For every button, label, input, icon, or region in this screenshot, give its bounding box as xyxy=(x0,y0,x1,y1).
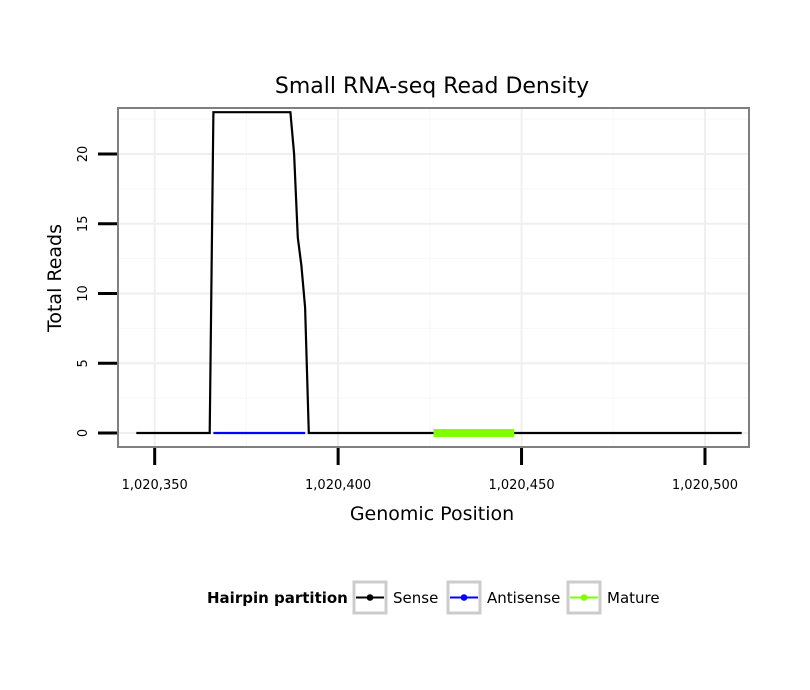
legend-title: Hairpin partition xyxy=(207,589,348,607)
chart-title: Small RNA-seq Read Density xyxy=(275,74,589,99)
legend-key-dot xyxy=(366,594,374,601)
x-axis-title: Genomic Position xyxy=(350,503,514,525)
legend-key-dot xyxy=(580,594,588,601)
y-tick-label: 15 xyxy=(76,216,91,233)
legend-label-sense: Sense xyxy=(393,589,438,607)
x-tick-label: 1,020,400 xyxy=(305,478,371,493)
series-sense-line xyxy=(136,111,742,435)
x-tick-label: 1,020,350 xyxy=(122,478,188,493)
legend: Hairpin partition Sense Antisense Mature xyxy=(207,580,660,615)
y-tick-label: 10 xyxy=(76,285,91,302)
x-tick-label: 1,020,500 xyxy=(672,478,738,493)
y-tick-label: 0 xyxy=(76,429,91,437)
legend-label-mature: Mature xyxy=(607,589,660,607)
y-tick-label: 20 xyxy=(76,146,91,163)
plot-area: 0 5 10 15 20 1,020,350 1,020,400 1,020,450 1,020… xyxy=(76,107,750,493)
y-tick-label: 5 xyxy=(76,359,91,367)
y-axis-title: Total Reads xyxy=(44,224,66,333)
x-tick-label: 1,020,450 xyxy=(488,478,554,493)
plot-background xyxy=(118,108,749,447)
plot-border xyxy=(117,107,750,448)
legend-key-dot xyxy=(460,594,468,601)
legend-label-antisense: Antisense xyxy=(487,589,560,607)
